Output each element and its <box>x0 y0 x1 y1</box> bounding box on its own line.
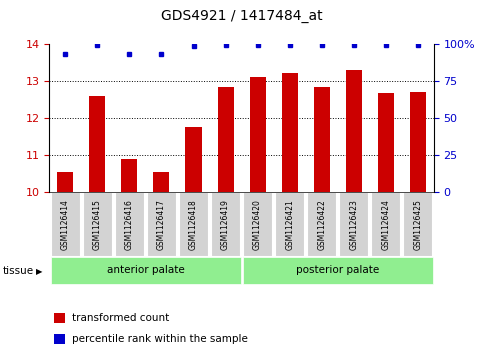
Bar <box>57 172 73 192</box>
Bar <box>211 192 240 256</box>
Bar <box>121 159 138 192</box>
Bar <box>83 192 112 256</box>
Text: ▶: ▶ <box>35 267 42 276</box>
Text: GSM1126421: GSM1126421 <box>285 199 294 249</box>
Bar <box>403 192 432 256</box>
Bar <box>89 96 106 192</box>
Bar <box>179 192 208 256</box>
Text: GSM1126418: GSM1126418 <box>189 199 198 249</box>
Bar <box>339 192 368 256</box>
Text: percentile rank within the sample: percentile rank within the sample <box>72 334 248 344</box>
Bar <box>185 127 202 192</box>
Bar <box>275 192 304 256</box>
Bar <box>249 77 266 192</box>
Text: GSM1126425: GSM1126425 <box>413 199 423 250</box>
Text: GSM1126420: GSM1126420 <box>253 199 262 250</box>
Text: GSM1126416: GSM1126416 <box>125 199 134 250</box>
Text: transformed count: transformed count <box>72 313 170 323</box>
Bar <box>243 192 272 256</box>
Text: posterior palate: posterior palate <box>296 265 379 275</box>
Bar <box>147 192 176 256</box>
Text: GSM1126423: GSM1126423 <box>349 199 358 250</box>
Text: GSM1126417: GSM1126417 <box>157 199 166 250</box>
Bar <box>51 257 241 284</box>
Bar <box>217 87 234 192</box>
Text: GSM1126414: GSM1126414 <box>61 199 70 250</box>
Bar <box>314 87 330 192</box>
Bar <box>115 192 144 256</box>
Bar <box>282 73 298 192</box>
Bar <box>371 192 400 256</box>
Text: GDS4921 / 1417484_at: GDS4921 / 1417484_at <box>161 9 322 23</box>
Bar <box>244 257 432 284</box>
Text: GSM1126422: GSM1126422 <box>317 199 326 249</box>
Bar <box>346 70 362 192</box>
Text: GSM1126419: GSM1126419 <box>221 199 230 250</box>
Bar <box>307 192 336 256</box>
Bar <box>153 172 170 192</box>
Bar <box>410 92 426 192</box>
Text: tissue: tissue <box>2 266 34 276</box>
Text: GSM1126424: GSM1126424 <box>381 199 390 250</box>
Bar <box>378 93 394 192</box>
Text: anterior palate: anterior palate <box>106 265 184 275</box>
Text: GSM1126415: GSM1126415 <box>93 199 102 250</box>
Bar <box>51 192 80 256</box>
